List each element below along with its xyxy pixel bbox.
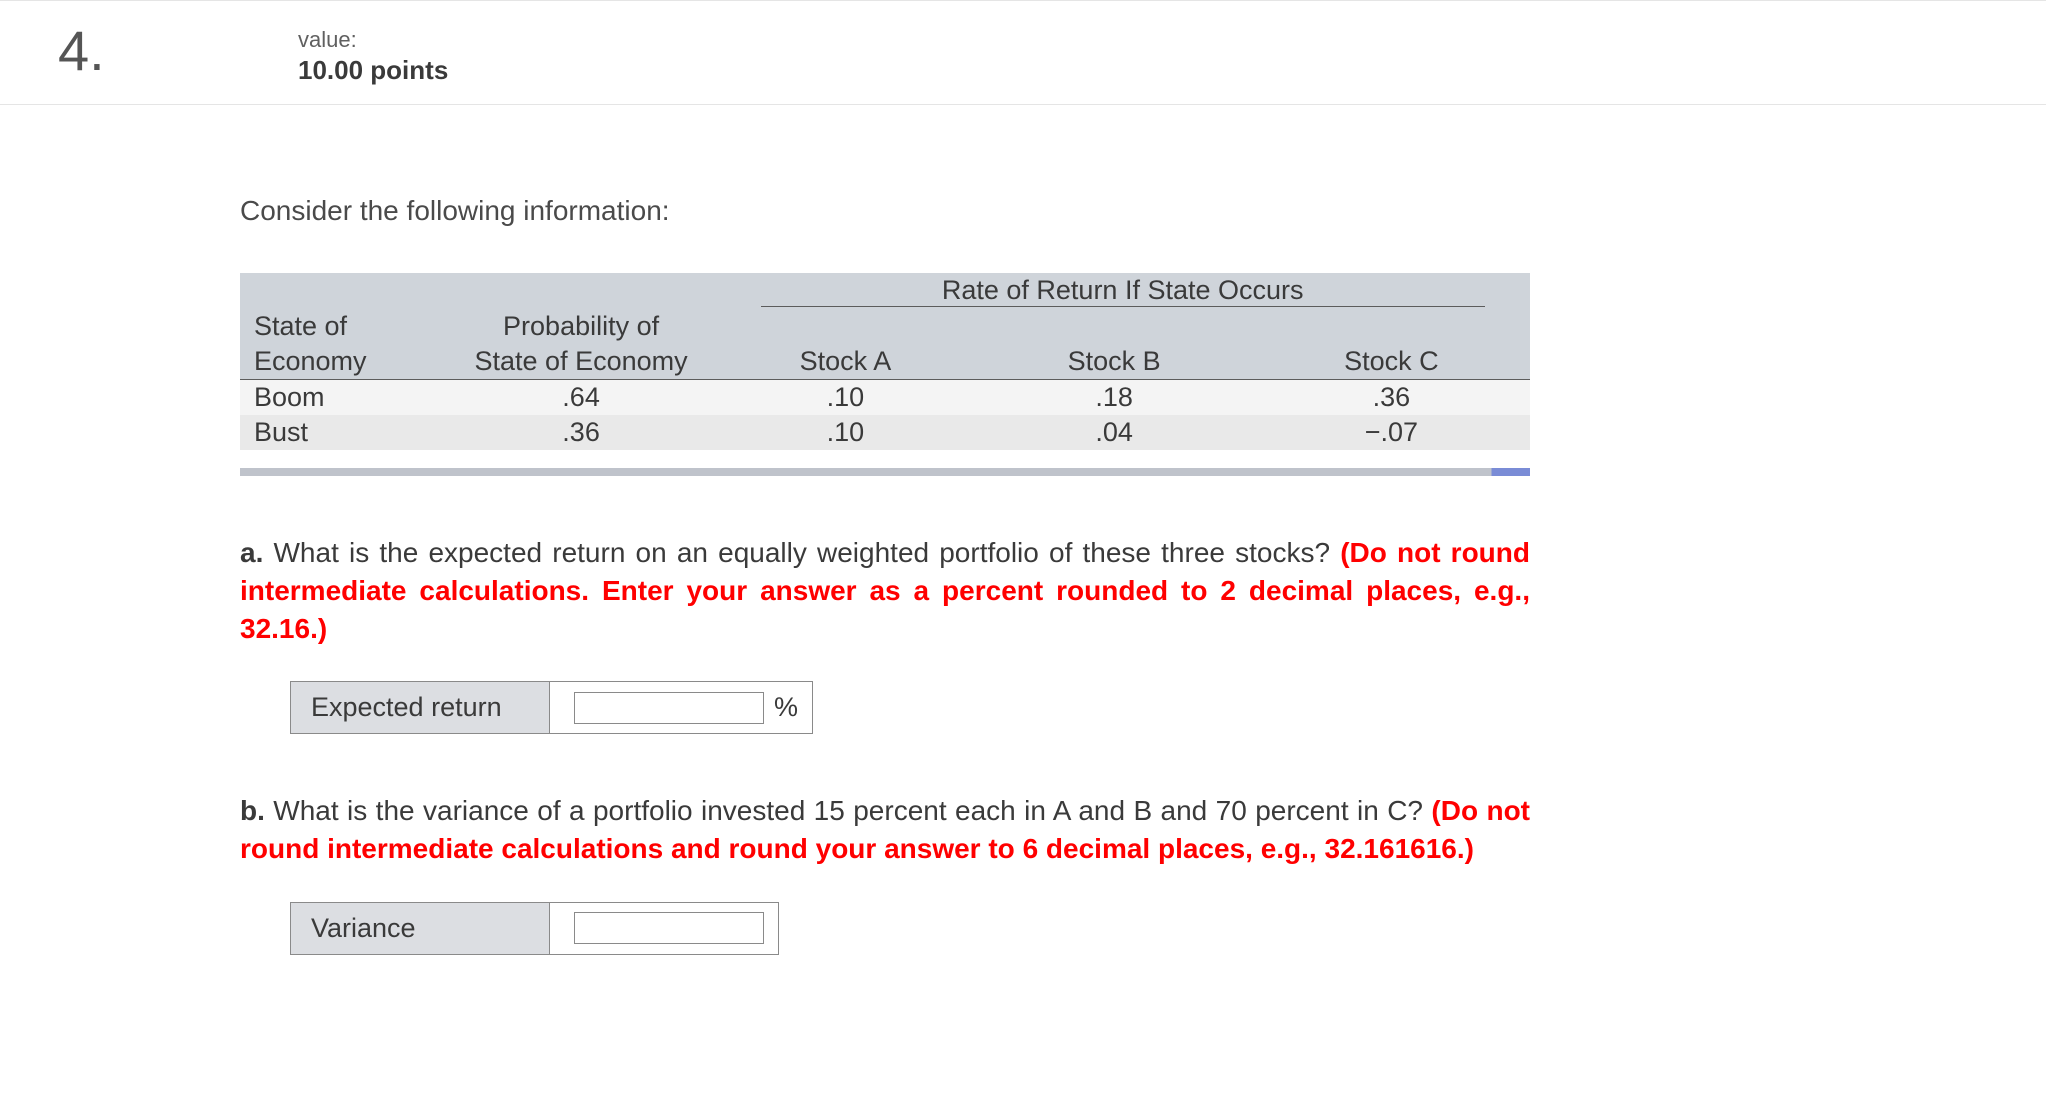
percent-unit: % [774,692,798,723]
variance-label: Variance [290,902,550,955]
points-block: value: 10.00 points [298,19,448,86]
table-row: Bust .36 .10 .04 −.07 [240,415,1530,450]
table-header-row-1: Rate of Return If State Occurs [240,273,1530,309]
part-a-letter: a. [240,537,263,568]
variance-input-cell [550,902,779,955]
cell-b: .04 [976,415,1253,450]
col-state-line2: Economy [240,344,447,380]
part-b-question: b. What is the variance of a portfolio i… [240,792,1530,868]
part-a-answer-row: Expected return % [290,681,1530,734]
expected-return-label: Expected return [290,681,550,734]
part-a-text: What is the expected return on an equall… [263,537,1340,568]
expected-return-input[interactable] [574,692,764,724]
part-a-question: a. What is the expected return on an equ… [240,534,1530,647]
table-row: Boom .64 .10 .18 .36 [240,380,1530,416]
part-b-text: What is the variance of a portfolio inve… [265,795,1432,826]
cell-state: Bust [240,415,447,450]
part-b-answer-row: Variance [290,902,1530,955]
data-table: Rate of Return If State Occurs State of … [240,273,1530,450]
cell-b: .18 [976,380,1253,416]
col-stock-c: Stock C [1253,344,1530,380]
table-scroll-indicator [240,468,1530,476]
col-state-line1: State of [240,309,447,344]
table-header-row-3: Economy State of Economy Stock A Stock B… [240,344,1530,380]
variance-input[interactable] [574,912,764,944]
rate-of-return-header: Rate of Return If State Occurs [761,275,1485,307]
col-stock-a: Stock A [715,344,975,380]
part-b-letter: b. [240,795,265,826]
cell-c: −.07 [1253,415,1530,450]
col-prob-line2: State of Economy [447,344,716,380]
cell-c: .36 [1253,380,1530,416]
cell-a: .10 [715,415,975,450]
col-stock-b: Stock B [976,344,1253,380]
question-page: 4. value: 10.00 points Consider the foll… [0,0,2046,955]
cell-a: .10 [715,380,975,416]
cell-prob: .36 [447,415,716,450]
col-prob-line1: Probability of [447,309,716,344]
question-number: 4. [0,19,298,79]
cell-state: Boom [240,380,447,416]
table-header-row-2: State of Probability of [240,309,1530,344]
value-label: value: [298,27,448,53]
points-value: 10.00 points [298,55,448,86]
intro-text: Consider the following information: [240,195,1530,227]
question-content: Consider the following information: Rate… [240,105,1530,955]
cell-prob: .64 [447,380,716,416]
expected-return-input-cell: % [550,681,813,734]
question-header: 4. value: 10.00 points [0,0,2046,105]
